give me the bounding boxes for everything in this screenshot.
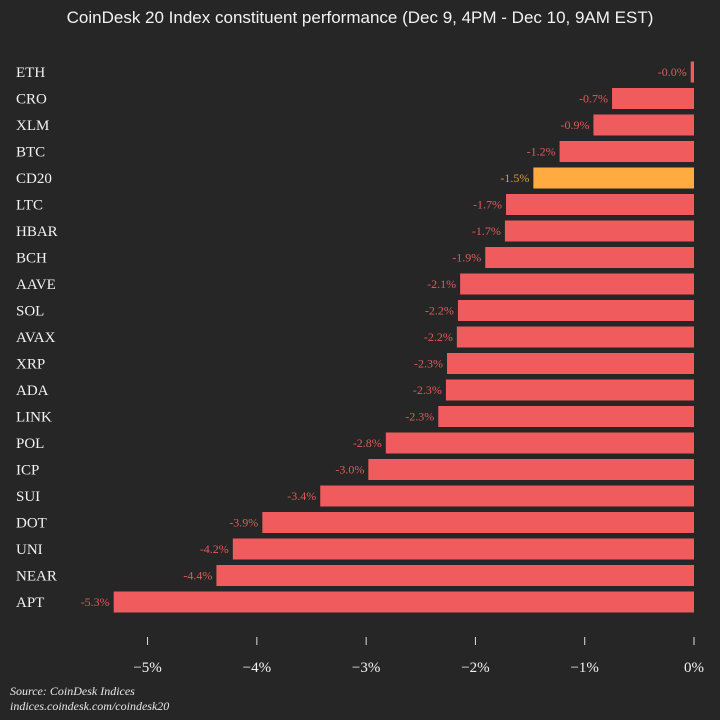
- bar-cd20: [533, 167, 694, 189]
- x-tick-label: −5%: [133, 660, 161, 676]
- category-label: NEAR: [16, 569, 57, 585]
- data-label: -2.2%: [425, 304, 454, 318]
- category-label: SOL: [16, 304, 44, 320]
- category-label: CD20: [16, 171, 52, 187]
- data-label: -2.3%: [405, 410, 434, 424]
- bar-dot: [262, 512, 694, 533]
- data-label: -1.7%: [472, 224, 501, 238]
- category-label: XLM: [16, 118, 49, 134]
- bar-bch: [485, 247, 694, 268]
- category-label: LINK: [16, 410, 52, 426]
- data-label: -0.9%: [560, 118, 589, 132]
- bar-link: [438, 406, 694, 427]
- category-label: APT: [16, 595, 44, 611]
- x-tick-label: −1%: [570, 660, 598, 676]
- bar-eth: [690, 61, 694, 83]
- data-label: -4.4%: [183, 569, 212, 583]
- bar-sol: [457, 300, 694, 321]
- category-label: ETH: [16, 65, 45, 81]
- bar-near: [216, 565, 694, 586]
- category-label: POL: [16, 436, 44, 452]
- bar-xrp: [447, 353, 694, 374]
- category-label: XRP: [16, 357, 45, 373]
- bar-hbar: [504, 220, 694, 242]
- data-label: -1.2%: [527, 145, 556, 159]
- bar-avax: [456, 326, 694, 348]
- bar-uni: [232, 538, 695, 560]
- source-note: Source: CoinDesk Indices: [10, 684, 135, 698]
- bar-ada: [445, 379, 694, 401]
- data-label: -1.5%: [500, 171, 529, 185]
- x-tick-label: −3%: [352, 660, 380, 676]
- category-label: AVAX: [16, 330, 56, 346]
- bar-aave: [460, 273, 694, 295]
- source-url[interactable]: indices.coindesk.com/coindesk20: [10, 699, 170, 713]
- bar-icp: [368, 459, 694, 480]
- data-label: -3.4%: [287, 489, 316, 503]
- category-label: ADA: [16, 383, 49, 399]
- data-label: -3.0%: [335, 463, 364, 477]
- category-label: UNI: [16, 542, 43, 558]
- category-label: CRO: [16, 92, 47, 108]
- bar-sui: [320, 485, 694, 507]
- bar-pol: [385, 432, 694, 454]
- data-label: -2.8%: [353, 436, 382, 450]
- bar-cro: [612, 88, 694, 109]
- data-label: -2.2%: [424, 330, 453, 344]
- category-label: LTC: [16, 198, 43, 214]
- bar-btc: [559, 141, 694, 162]
- data-label: -1.9%: [452, 251, 481, 265]
- chart-title: CoinDesk 20 Index constituent performanc…: [66, 8, 654, 27]
- bar-apt: [113, 591, 694, 613]
- category-label: BCH: [16, 251, 47, 267]
- category-label: ICP: [16, 463, 39, 479]
- data-label: -5.3%: [81, 595, 110, 609]
- bar-xlm: [593, 114, 694, 136]
- data-label: -4.2%: [200, 542, 229, 556]
- x-tick-label: 0%: [684, 660, 704, 676]
- category-label: DOT: [16, 516, 47, 532]
- data-label: -3.9%: [229, 516, 258, 530]
- data-label: -2.3%: [414, 357, 443, 371]
- category-label: SUI: [16, 489, 40, 505]
- data-label: -0.7%: [579, 92, 608, 106]
- data-label: -1.7%: [473, 198, 502, 212]
- x-tick-label: −4%: [243, 660, 271, 676]
- data-label: -2.3%: [413, 383, 442, 397]
- category-label: HBAR: [16, 224, 58, 240]
- data-label: -2.1%: [427, 277, 456, 291]
- category-label: AAVE: [16, 277, 56, 293]
- category-label: BTC: [16, 145, 45, 161]
- data-label: -0.0%: [658, 65, 687, 79]
- x-tick-label: −2%: [461, 660, 489, 676]
- bar-ltc: [506, 194, 694, 215]
